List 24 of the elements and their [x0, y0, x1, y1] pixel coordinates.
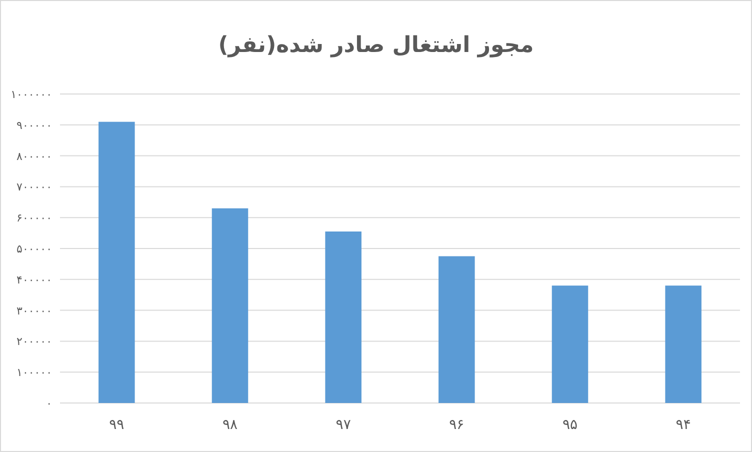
- x-tick-label: ۹۷: [336, 417, 352, 433]
- x-tick-label: ۹۶: [449, 417, 464, 433]
- y-tick-label: ۰: [46, 397, 52, 410]
- bar: [212, 208, 248, 403]
- y-tick-label: ۸۰۰۰۰۰: [16, 150, 52, 163]
- y-tick-label: ۴۰۰۰۰۰: [16, 273, 52, 286]
- bar: [325, 232, 362, 403]
- y-tick-label: ۵۰۰۰۰۰: [16, 242, 52, 256]
- y-tick-label: ۲۰۰۰۰۰: [16, 335, 52, 348]
- bar: [665, 286, 702, 403]
- chart-title: مجوز اشتغال صادر شده(نفر): [218, 33, 534, 58]
- x-tick-label: ۹۴: [676, 417, 691, 433]
- y-tick-label: ۹۰۰۰۰۰: [16, 118, 52, 132]
- x-tick-label: ۹۸: [222, 417, 238, 433]
- y-tick-label: ۱۰۰۰۰۰۰: [10, 88, 52, 101]
- y-tick-label: ۷۰۰۰۰۰: [16, 180, 52, 194]
- x-tick-label: ۹۵: [562, 417, 578, 433]
- x-tick-label: ۹۹: [109, 417, 124, 433]
- y-tick-label: ۱۰۰۰۰۰: [16, 366, 52, 380]
- y-tick-label: ۶۰۰۰۰۰: [16, 212, 52, 225]
- bar: [552, 286, 588, 403]
- y-tick-label: ۳۰۰۰۰۰: [16, 304, 52, 318]
- bar: [98, 122, 135, 403]
- bar: [438, 256, 475, 403]
